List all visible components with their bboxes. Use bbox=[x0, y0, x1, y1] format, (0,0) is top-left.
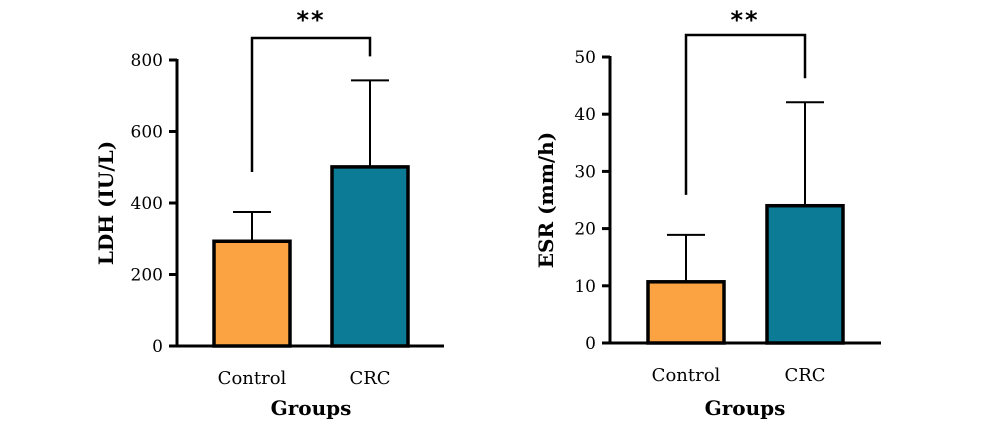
ldh-ytick-label-4: 800 bbox=[131, 51, 163, 71]
esr-ytick-label-0: 0 bbox=[585, 334, 596, 354]
ldh-ytick-label-2: 400 bbox=[131, 194, 163, 214]
esr-ytick-label-3: 30 bbox=[574, 162, 596, 182]
chart-esr-plot: 0 10 20 30 40 50 Control CRC bbox=[574, 33, 881, 386]
chart-esr-ylabel: ESR (mm/h) bbox=[534, 132, 558, 268]
chart-ldh-ylabel: LDH (IU/L) bbox=[94, 141, 118, 265]
chart-ldh-plot: 0 200 400 600 800 Control CRC bbox=[131, 36, 444, 389]
esr-ytick-label-5: 50 bbox=[574, 48, 596, 68]
esr-bar-1 bbox=[765, 203, 845, 345]
ldh-ytick-label-3: 600 bbox=[131, 123, 163, 143]
ldh-significance-bracket bbox=[250, 36, 372, 172]
esr-significance-bracket bbox=[684, 33, 807, 195]
chart-esr: ESR (mm/h) Groups ** 0 10 20 30 40 50 Control C… bbox=[534, 6, 881, 420]
esr-category-label-0: Control bbox=[652, 365, 721, 386]
chart-ldh-significance: ** bbox=[296, 6, 325, 34]
ldh-category-label-1: CRC bbox=[349, 368, 390, 389]
chart-ldh-xlabel: Groups bbox=[271, 396, 352, 420]
chart-ldh: LDH (IU/L) Groups ** 0 200 400 600 800 Contro… bbox=[94, 6, 444, 420]
chart-esr-significance: ** bbox=[730, 6, 759, 34]
ldh-ytick-label-1: 200 bbox=[131, 266, 163, 286]
esr-category-label-1: CRC bbox=[784, 365, 825, 386]
chart-esr-xlabel: Groups bbox=[705, 396, 786, 420]
esr-ytick-label-1: 10 bbox=[574, 277, 596, 297]
ldh-bar-0 bbox=[212, 239, 292, 348]
ldh-bar-1 bbox=[330, 165, 410, 348]
ldh-ytick-label-0: 0 bbox=[152, 337, 163, 357]
esr-ytick-label-2: 20 bbox=[574, 220, 596, 240]
ldh-category-label-0: Control bbox=[218, 368, 287, 389]
esr-ytick-label-4: 40 bbox=[574, 105, 596, 125]
esr-bar-0 bbox=[646, 280, 726, 345]
